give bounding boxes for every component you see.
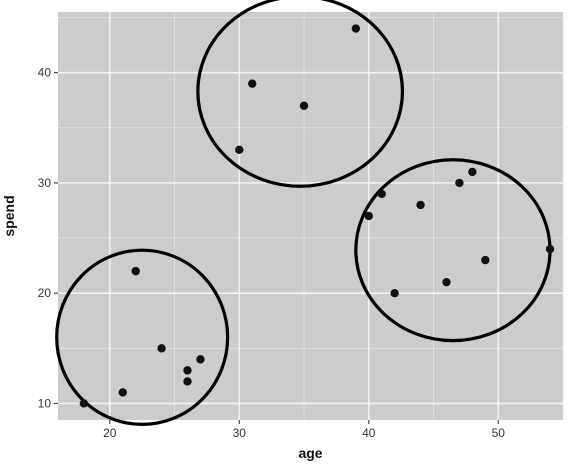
- data-point: [364, 211, 373, 221]
- data-point: [157, 344, 166, 353]
- data-point: [118, 388, 127, 397]
- y-tick-label: 40: [38, 66, 52, 80]
- data-points: [79, 24, 555, 408]
- data-point: [455, 178, 464, 188]
- x-axis-title: age: [298, 445, 322, 461]
- data-point: [351, 24, 361, 33]
- data-point: [79, 399, 89, 408]
- x-tick-label: 30: [233, 426, 247, 440]
- y-tick-label: 20: [38, 286, 52, 300]
- data-point: [442, 277, 451, 287]
- data-point: [183, 377, 192, 386]
- data-point: [299, 101, 309, 110]
- data-point: [390, 288, 399, 298]
- data-point: [545, 244, 555, 254]
- x-tick-label: 50: [492, 426, 506, 440]
- y-tick-label: 10: [38, 396, 52, 410]
- data-point: [481, 255, 490, 265]
- data-point: [377, 189, 386, 199]
- plot-panel: [58, 12, 563, 420]
- data-point: [183, 366, 192, 375]
- y-axis-title: spend: [1, 195, 17, 236]
- x-tick-label: 20: [103, 426, 117, 440]
- cluster-ellipse-1: [55, 248, 230, 427]
- data-point: [416, 200, 425, 210]
- data-point: [248, 79, 257, 88]
- data-point: [235, 145, 244, 155]
- cluster-ellipse-2: [196, 0, 405, 188]
- plot-background: [58, 12, 563, 420]
- data-point: [196, 355, 205, 364]
- axes: 20 30 40 50 10 20 30 40: [38, 66, 506, 440]
- x-tick-label: 40: [362, 426, 376, 440]
- y-tick-label: 30: [38, 176, 52, 190]
- data-point: [131, 266, 140, 276]
- data-point: [468, 167, 477, 177]
